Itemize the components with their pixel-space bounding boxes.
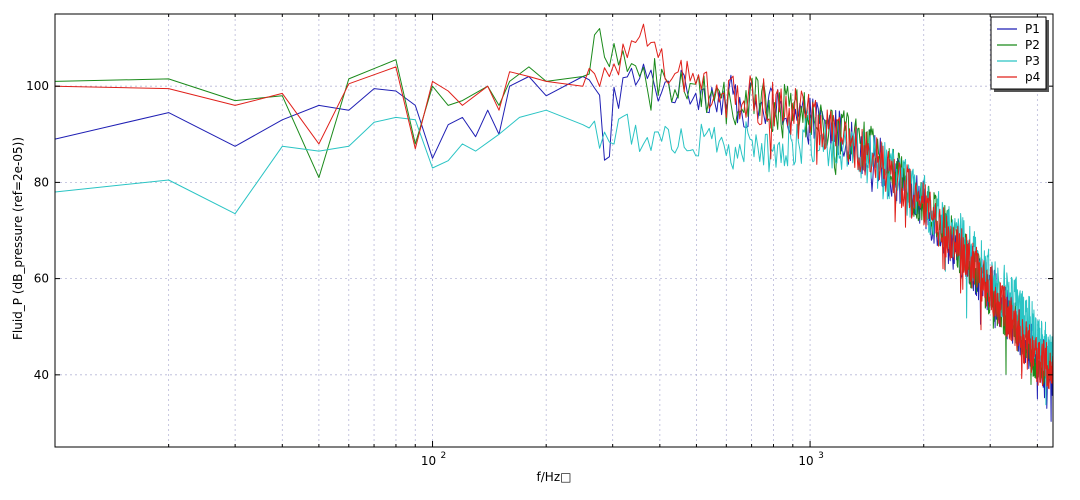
y-axis-label: Fluid_P (dB_pressure (ref=2e-05)) — [11, 137, 25, 340]
x-tick-label: 10 — [421, 454, 436, 468]
x-axis-label: f/Hz□ — [537, 470, 572, 484]
series-layer — [54, 23, 1054, 422]
legend-label-p3: P3 — [1025, 54, 1040, 68]
legend-label-p1: P1 — [1025, 22, 1040, 36]
plot-frame — [54, 13, 1054, 448]
y-tick-label: 60 — [34, 272, 49, 286]
x-tick-label: 10 — [798, 454, 813, 468]
y-tick-label: 100 — [26, 79, 49, 93]
series-line-p4 — [54, 23, 1054, 390]
x-tick-exponent: 3 — [818, 451, 824, 461]
legend-label-p4: p4 — [1025, 70, 1040, 84]
x-axis: 10 2 10 3 — [54, 14, 1038, 468]
legend: P1 P2 P3 p4 — [990, 16, 1049, 92]
y-tick-label: 40 — [34, 368, 49, 382]
legend-label-p2: P2 — [1025, 38, 1040, 52]
x-tick-exponent: 2 — [441, 451, 447, 461]
y-tick-label: 80 — [34, 175, 49, 189]
